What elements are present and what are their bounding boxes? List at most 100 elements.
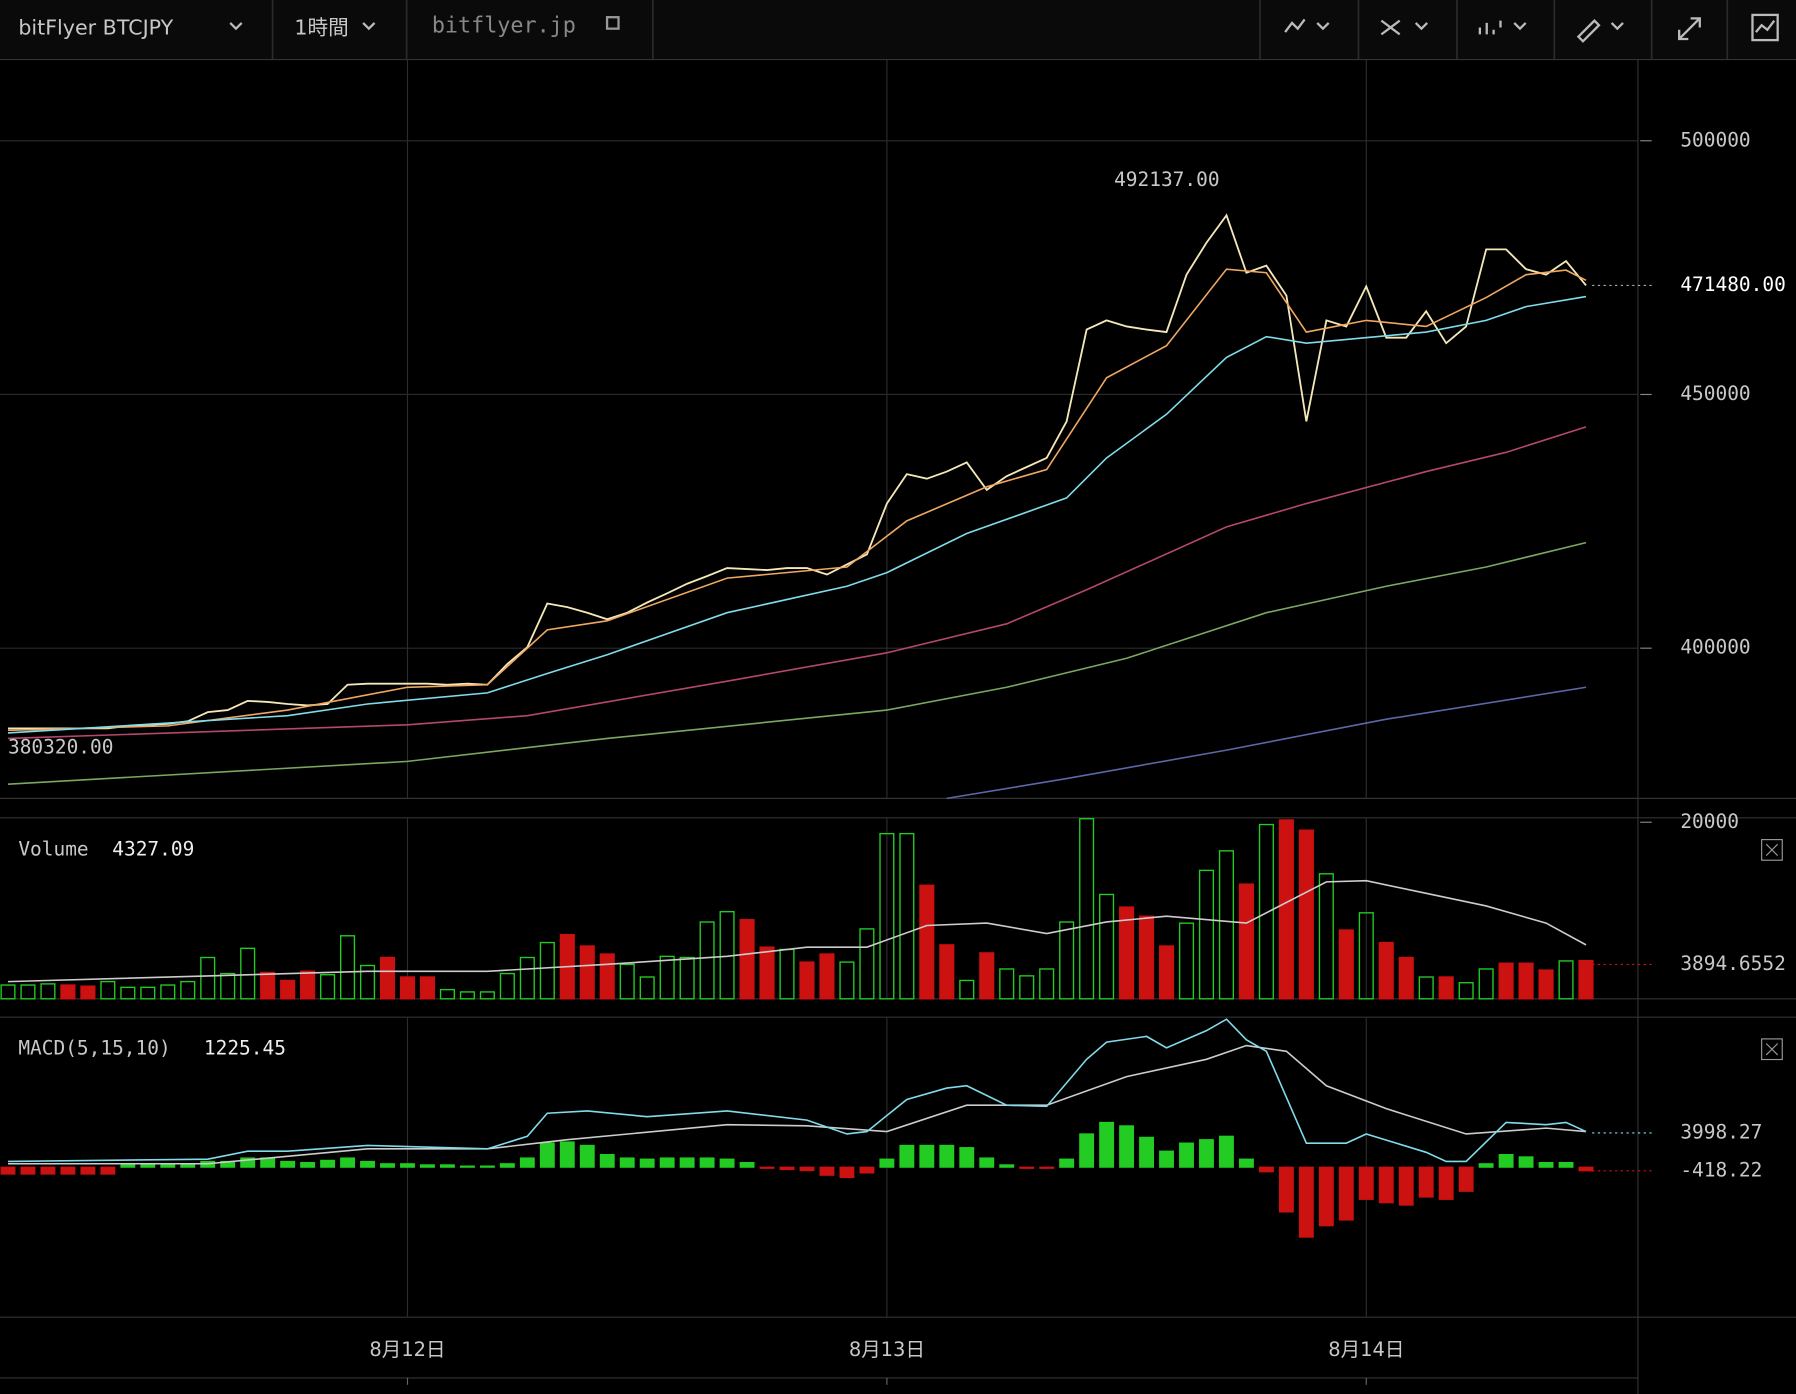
volume-bar [1418,976,1434,1000]
volume-bar [1238,883,1254,1000]
toolbar-bg [0,0,1796,60]
last-value-label: 3894.6552 [1680,952,1786,975]
volume-bar [1158,945,1175,1000]
macd-bar [699,1157,715,1168]
macd-bar [400,1163,415,1168]
site-link[interactable]: bitflyer.jp [432,13,576,38]
volume-bar [899,832,915,1000]
volume-bar [939,944,955,1000]
close-icon [1765,1043,1779,1056]
macd-bar [1378,1166,1394,1204]
macd-bar [1278,1166,1294,1213]
macd-bar [739,1161,755,1168]
macd-bar [420,1164,435,1168]
volume-bar [619,963,635,1000]
volume-bar [1298,829,1314,1000]
volume-bar [1358,912,1374,1000]
macd-bar [1079,1133,1095,1168]
price-line [7,268,1587,732]
panel-value: 1225.45 [204,1037,286,1060]
macd-bar [1159,1150,1174,1168]
macd-bar [919,1144,935,1168]
volume-bar [1039,968,1055,1000]
macd-bar [1458,1166,1474,1192]
close-volume[interactable] [1761,839,1783,861]
price-line [946,686,1587,800]
macd-bar [1059,1158,1075,1168]
interval-select[interactable]: 1時間 [294,16,348,40]
volume-bar [40,983,56,1000]
volume-bar [300,970,316,1000]
y-tick-label: 500000 [1680,128,1750,151]
extreme-label: 380320.00 [8,736,114,759]
volume-bar [859,928,875,1000]
volume-bar [459,991,475,1000]
volume-bar [1138,915,1155,1000]
frame [0,59,1796,1394]
volume-bar [120,986,136,1000]
volume-ma [7,879,1587,983]
macd-bar [40,1166,56,1175]
symbol-select[interactable]: bitFlyer BTCJPY [18,16,173,40]
volume-bar [140,986,156,1000]
volume-bar [679,956,695,1000]
volume-bar [1438,976,1454,1000]
macd-bar [1019,1166,1035,1169]
y-tick-label: 20000 [1680,810,1739,833]
macd-bar [1238,1158,1254,1168]
panel-title: Volume [18,837,88,860]
macd-bar [479,1165,495,1168]
volume-bar [1318,873,1334,1000]
macd-bar [579,1144,595,1168]
indicator-button[interactable] [1380,19,1428,36]
x-tick-label: 8月13日 [849,1338,925,1361]
macd-bar [300,1161,316,1168]
volume-bar [399,976,416,1000]
last-value-label: 3998.27 [1680,1120,1762,1143]
close-macd[interactable] [1761,1038,1783,1061]
last-price-label: 471480.00 [1680,273,1786,296]
volume-bar [479,991,495,1000]
dropdown-icon [362,22,376,31]
panel-title: MACD(5,15,10) [18,1037,170,1060]
macd-bar [459,1165,475,1168]
volume-bar [1498,962,1514,1000]
volume-bar [1518,962,1534,1000]
line-tool-button[interactable] [1284,18,1330,33]
settings-button[interactable] [1751,13,1779,42]
macd-bar [1139,1136,1154,1168]
macd-bar [639,1158,655,1168]
macd-bar [879,1158,895,1168]
volume-bar [0,984,16,1000]
draw-button[interactable] [1576,19,1624,43]
volume-bar [699,921,715,1000]
macd-bar [499,1163,515,1168]
macd-bar [1119,1125,1135,1168]
volume-bar [639,976,655,1000]
macd-bar [0,1166,16,1175]
macd-bar [80,1166,96,1175]
volume-bar [1578,959,1594,1000]
macd-bar [1298,1166,1314,1238]
fullscreen-button[interactable] [1678,17,1701,41]
macd-bar [839,1166,855,1179]
volume-bar [80,985,96,1000]
macd-bar [1199,1139,1214,1168]
volume-bar [1119,906,1135,1000]
settings-icon [1755,19,1776,33]
volume-bar [1019,975,1035,1000]
chart-type-button[interactable] [1478,20,1527,35]
volume-bar [879,832,895,1000]
macd-bar [1039,1166,1055,1169]
macd-bar [1358,1166,1374,1200]
close-icon [1765,843,1779,857]
price-line [7,295,1587,734]
y-tick-label: 400000 [1680,636,1750,659]
volume-bar [359,964,376,1000]
volume-bar [1099,893,1115,1000]
macd-bar [899,1144,915,1168]
price-line [7,426,1587,740]
volume-bar [1198,869,1215,1000]
volume-bar [260,971,276,1000]
